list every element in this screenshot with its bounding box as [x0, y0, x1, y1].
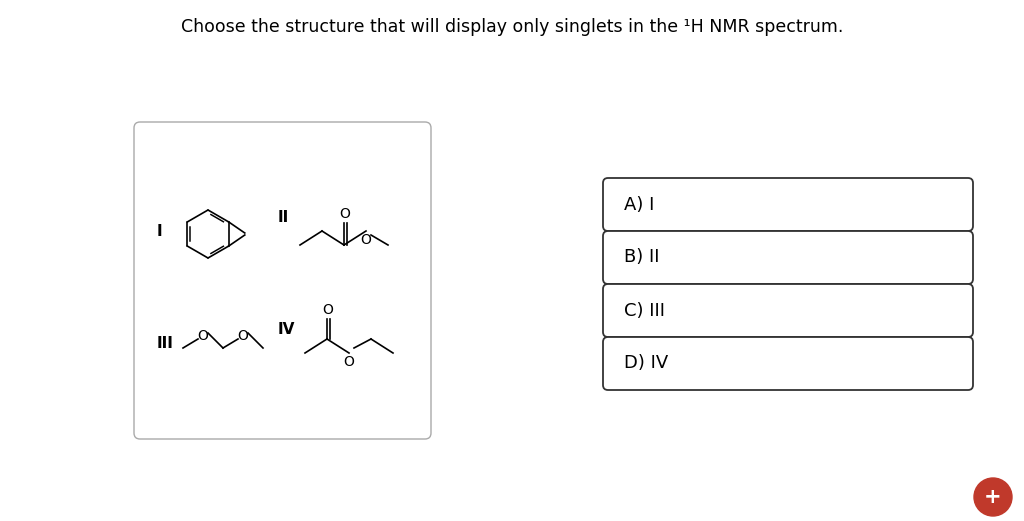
Text: O: O: [360, 233, 372, 247]
Text: O: O: [344, 355, 354, 369]
FancyBboxPatch shape: [603, 337, 973, 390]
Text: IV: IV: [278, 322, 295, 338]
Text: D) IV: D) IV: [624, 354, 669, 373]
Text: III: III: [157, 337, 174, 352]
Text: II: II: [278, 210, 289, 226]
Text: Choose the structure that will display only singlets in the ¹H NMR spectrum.: Choose the structure that will display o…: [181, 18, 843, 36]
Text: B) II: B) II: [624, 249, 659, 267]
Text: I: I: [157, 225, 163, 240]
FancyBboxPatch shape: [603, 178, 973, 231]
FancyBboxPatch shape: [603, 231, 973, 284]
FancyBboxPatch shape: [134, 122, 431, 439]
Text: O: O: [198, 329, 209, 343]
Text: O: O: [238, 329, 249, 343]
Text: O: O: [323, 303, 334, 317]
Text: C) III: C) III: [624, 302, 665, 319]
Circle shape: [974, 478, 1012, 516]
Text: O: O: [340, 207, 350, 221]
Text: +: +: [984, 487, 1001, 507]
FancyBboxPatch shape: [603, 284, 973, 337]
Text: A) I: A) I: [624, 195, 654, 214]
